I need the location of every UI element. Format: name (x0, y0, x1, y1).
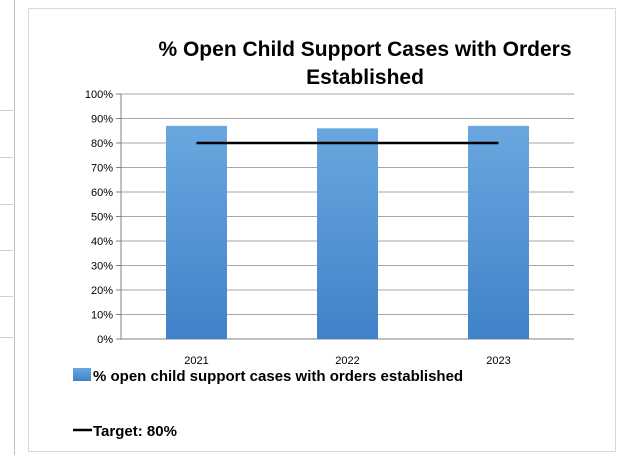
strip-divider (0, 250, 13, 251)
y-tick-label: 10% (91, 310, 113, 322)
strip-divider (0, 204, 13, 205)
legend-swatch-bar (73, 368, 91, 381)
strip-divider (0, 296, 13, 297)
y-tick-label: 70% (91, 163, 113, 175)
x-tick-label: 2023 (486, 355, 510, 367)
legend-label-line: Target: 80% (93, 423, 177, 440)
left-sidebar-strip (0, 0, 15, 455)
bar (166, 125, 227, 339)
y-tick-label: 30% (91, 261, 113, 273)
y-tick-label: 50% (91, 212, 113, 224)
y-tick-label: 40% (91, 236, 113, 248)
bar (317, 128, 378, 339)
y-tick-label: 80% (91, 138, 113, 150)
strip-divider (0, 110, 13, 111)
y-tick-label: 60% (91, 187, 113, 199)
y-tick-label: 100% (85, 89, 113, 101)
chart-title-line-2: Established (306, 66, 424, 89)
y-tick-label: 0% (97, 334, 113, 346)
x-tick-label: 2021 (184, 355, 208, 367)
chart-title-line-1: % Open Child Support Cases with Orders (158, 38, 571, 61)
y-tick-label: 90% (91, 114, 113, 126)
strip-divider (0, 337, 13, 338)
y-tick-label: 20% (91, 285, 113, 297)
x-tick-label: 2022 (335, 355, 359, 367)
bar (468, 125, 529, 339)
strip-divider (0, 157, 13, 158)
legend-label-bar: % open child support cases with orders e… (93, 368, 463, 385)
